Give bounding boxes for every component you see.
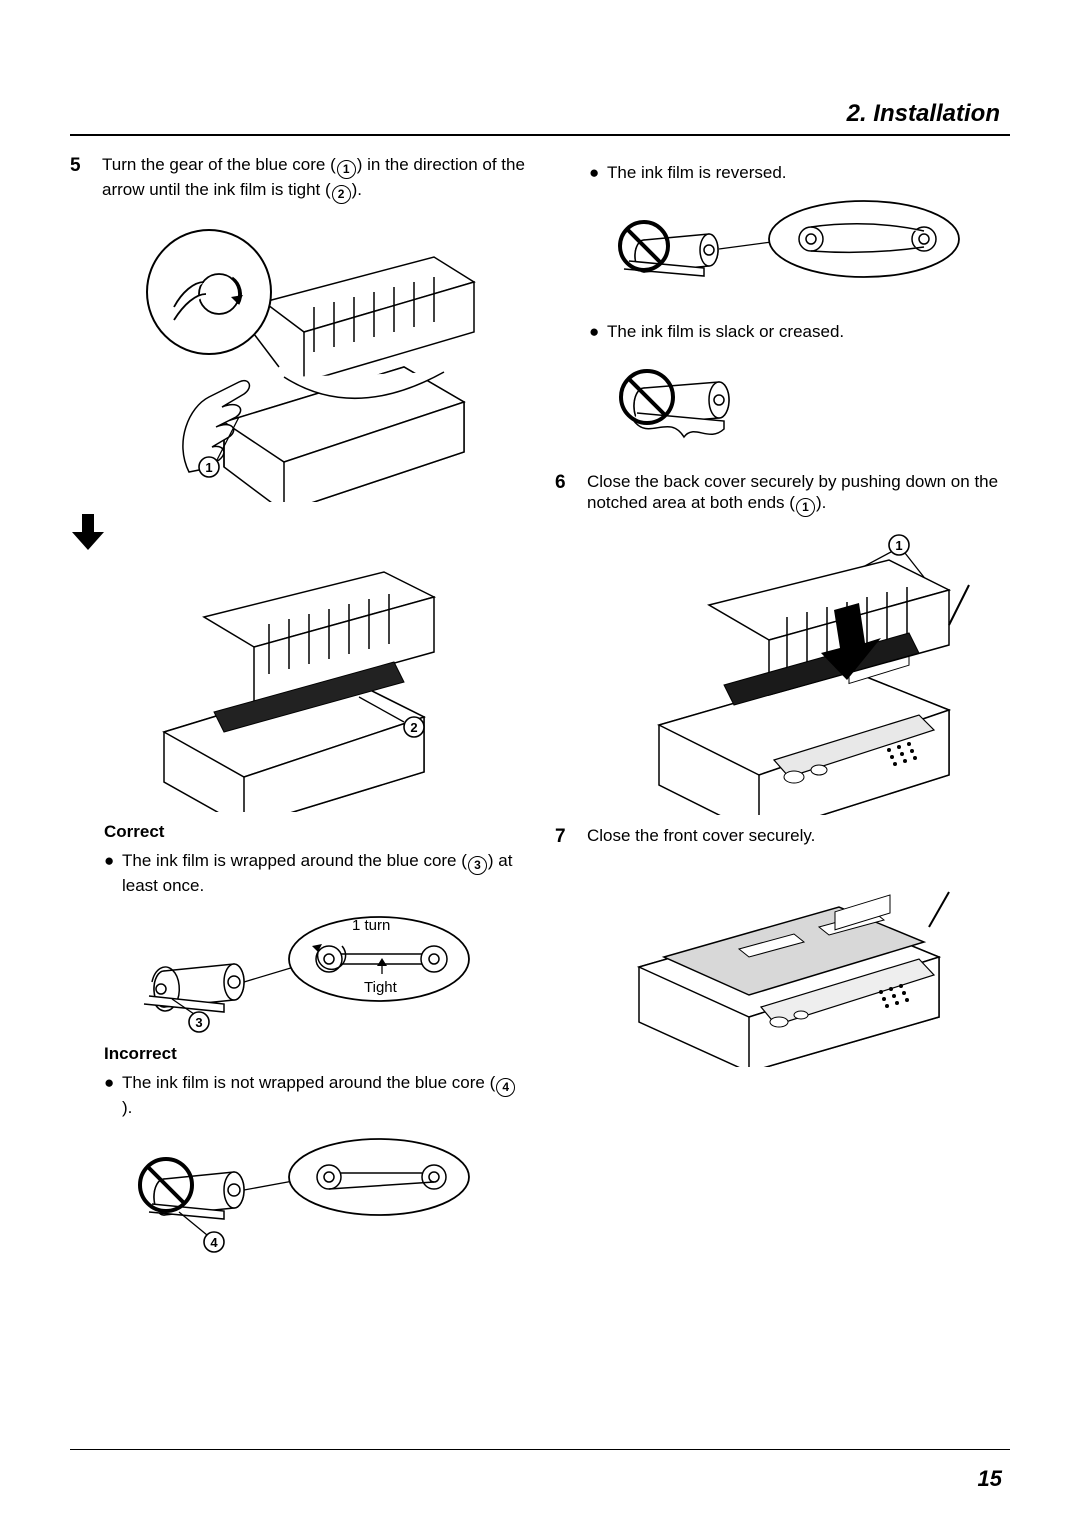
- label-tight: Tight: [364, 979, 398, 996]
- step-6: 6 Close the back cover securely by pushi…: [555, 471, 1010, 517]
- text: ).: [816, 493, 826, 512]
- bullet-icon: ●: [589, 162, 607, 183]
- text: ).: [122, 1098, 132, 1117]
- bullet-slack: ● The ink film is slack or creased.: [555, 321, 1010, 342]
- bullet-reversed: ● The ink film is reversed.: [555, 162, 1010, 183]
- bullet-icon: ●: [589, 321, 607, 342]
- header-rule: [70, 134, 1010, 136]
- text: Close the back cover securely by pushing…: [587, 472, 998, 512]
- text: Turn the gear of the blue core (: [102, 155, 336, 174]
- circled-1-icon: 1: [337, 160, 356, 179]
- label-1turn: 1 turn: [352, 917, 390, 934]
- step-5: 5 Turn the gear of the blue core (1) in …: [70, 154, 525, 204]
- callout-1: 1: [205, 460, 212, 475]
- step-number: 5: [70, 154, 102, 204]
- text: The ink film is slack or creased.: [607, 321, 1010, 342]
- step-number: 6: [555, 471, 587, 517]
- correct-bullet: ● The ink film is wrapped around the blu…: [70, 850, 525, 896]
- figure-step5b: 2: [104, 562, 525, 812]
- callout-4: 4: [210, 1235, 218, 1250]
- callout-2: 2: [410, 720, 417, 735]
- figure-step7: [589, 857, 1010, 1067]
- step-body: Close the front cover securely.: [587, 825, 1010, 849]
- figure-incorrect-1: 4: [104, 1127, 525, 1257]
- text: ).: [352, 180, 362, 199]
- correct-heading: Correct: [70, 822, 525, 842]
- section-title: 2. Installation: [70, 100, 1010, 134]
- incorrect-heading: Incorrect: [70, 1044, 525, 1064]
- text: The ink film is reversed.: [607, 162, 1010, 183]
- circled-1-icon: 1: [796, 498, 815, 517]
- step-7: 7 Close the front cover securely.: [555, 825, 1010, 849]
- down-arrow-icon: [70, 512, 525, 552]
- step-body: Turn the gear of the blue core (1) in th…: [102, 154, 525, 204]
- content-columns: 5 Turn the gear of the blue core (1) in …: [70, 154, 1010, 1267]
- page-number: 15: [978, 1466, 1002, 1492]
- circled-3-icon: 3: [468, 856, 487, 875]
- figure-reversed: [589, 191, 1010, 311]
- callout-3: 3: [195, 1015, 202, 1030]
- callout-1: 1: [895, 538, 902, 553]
- text: Close the front cover securely.: [587, 826, 815, 845]
- text: The ink film is not wrapped around the b…: [122, 1073, 495, 1092]
- step-number: 7: [555, 825, 587, 849]
- bullet-icon: ●: [104, 1072, 122, 1118]
- footer-rule: [70, 1449, 1010, 1450]
- circled-4-icon: 4: [496, 1078, 515, 1097]
- figure-step6: 1: [589, 525, 1010, 815]
- figure-slack: [589, 351, 1010, 461]
- step-body: Close the back cover securely by pushing…: [587, 471, 1010, 517]
- figure-correct: 1 turn Tight 3: [104, 904, 525, 1034]
- figure-step5a: 1: [104, 212, 525, 502]
- incorrect-bullet: ● The ink film is not wrapped around the…: [70, 1072, 525, 1118]
- bullet-icon: ●: [104, 850, 122, 896]
- left-column: 5 Turn the gear of the blue core (1) in …: [70, 154, 525, 1267]
- right-column: ● The ink film is reversed.: [555, 154, 1010, 1267]
- circled-2-icon: 2: [332, 185, 351, 204]
- text: The ink film is wrapped around the blue …: [122, 851, 467, 870]
